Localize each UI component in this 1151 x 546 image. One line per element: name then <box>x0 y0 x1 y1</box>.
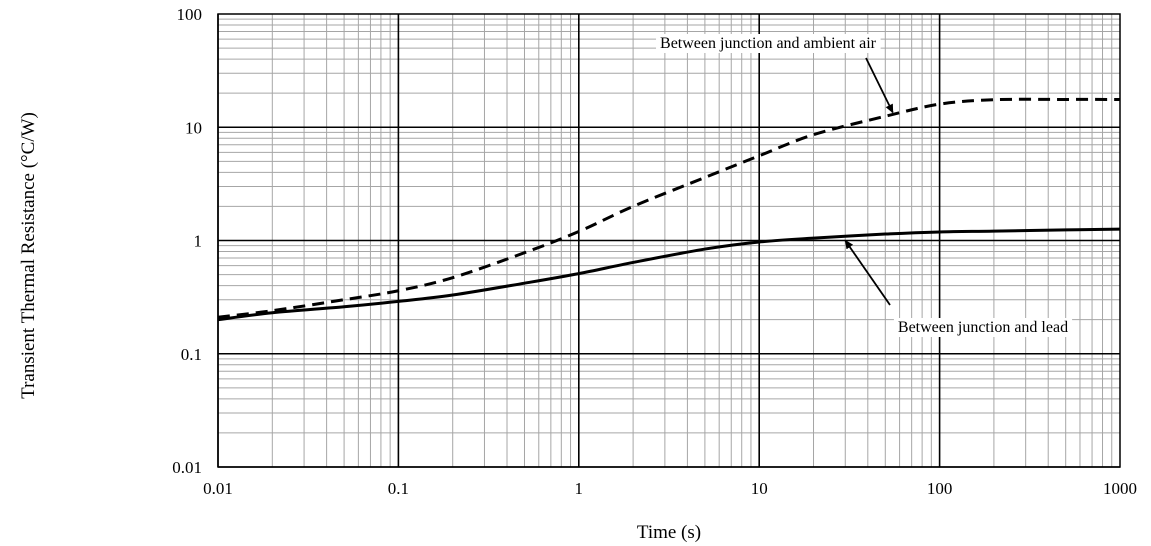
x-axis-title: Time (s) <box>637 522 701 543</box>
tick-labels: 0.01 0.1 1 10 100 1000 100 10 1 0.1 0.01 <box>172 5 1137 498</box>
annotation-label-background <box>656 34 881 53</box>
x-tick-label: 10 <box>751 479 768 498</box>
annotation-label: Between junction and lead <box>898 319 1068 336</box>
y-axis-title: Transient Thermal Resistance (°C/W) <box>18 112 39 399</box>
annotation-label-background <box>893 318 1073 337</box>
x-tick-label: 1 <box>575 479 584 498</box>
series-line-2 <box>217 227 1121 322</box>
x-tick-label: 100 <box>927 479 953 498</box>
annotation-arrow <box>865 57 894 114</box>
y-tick-label: 1 <box>194 232 203 251</box>
x-tick-label: 1000 <box>1103 479 1137 498</box>
annotation-label: Between junction and ambient air <box>660 35 877 52</box>
annotation-arrow <box>844 239 891 306</box>
x-tick-label: 0.01 <box>203 479 233 498</box>
series-line-1 <box>217 97 1121 319</box>
y-tick-label: 0.1 <box>181 345 202 364</box>
annotation-2: Between junction and lead <box>844 239 1073 337</box>
y-tick-label: 10 <box>185 118 202 137</box>
series-layer <box>217 97 1121 322</box>
annotations: Between junction and ambient air Between … <box>656 34 1073 337</box>
y-tick-label: 100 <box>177 5 203 24</box>
x-tick-label: 0.1 <box>388 479 409 498</box>
y-tick-label: 0.01 <box>172 458 202 477</box>
plot-area-frame <box>217 13 1121 468</box>
annotation-1: Between junction and ambient air <box>656 34 894 114</box>
